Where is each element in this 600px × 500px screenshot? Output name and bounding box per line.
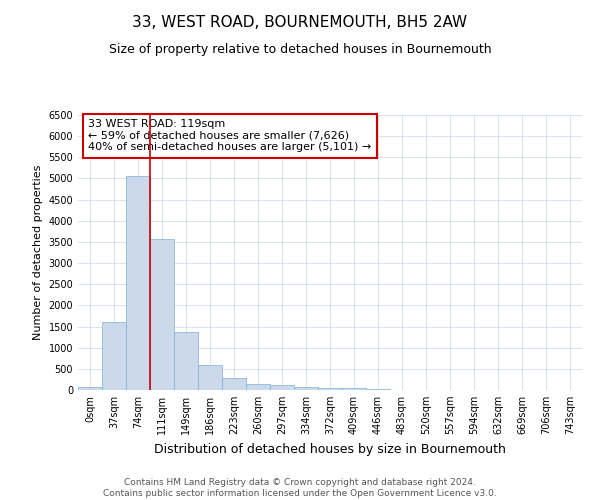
Bar bbox=[222, 378, 246, 390]
Bar bbox=[270, 385, 294, 390]
Bar bbox=[246, 384, 270, 390]
Bar bbox=[366, 388, 390, 390]
Bar bbox=[102, 322, 126, 390]
Y-axis label: Number of detached properties: Number of detached properties bbox=[33, 165, 43, 340]
Text: Contains HM Land Registry data © Crown copyright and database right 2024.
Contai: Contains HM Land Registry data © Crown c… bbox=[103, 478, 497, 498]
Bar bbox=[198, 365, 222, 390]
Text: 33, WEST ROAD, BOURNEMOUTH, BH5 2AW: 33, WEST ROAD, BOURNEMOUTH, BH5 2AW bbox=[133, 15, 467, 30]
Bar bbox=[318, 388, 342, 390]
Text: 33 WEST ROAD: 119sqm
← 59% of detached houses are smaller (7,626)
40% of semi-de: 33 WEST ROAD: 119sqm ← 59% of detached h… bbox=[88, 119, 371, 152]
Bar bbox=[78, 387, 102, 390]
Bar bbox=[294, 387, 318, 390]
Bar bbox=[174, 332, 198, 390]
Bar bbox=[150, 239, 174, 390]
Bar bbox=[126, 176, 150, 390]
Text: Size of property relative to detached houses in Bournemouth: Size of property relative to detached ho… bbox=[109, 42, 491, 56]
X-axis label: Distribution of detached houses by size in Bournemouth: Distribution of detached houses by size … bbox=[154, 442, 506, 456]
Bar bbox=[342, 388, 366, 390]
